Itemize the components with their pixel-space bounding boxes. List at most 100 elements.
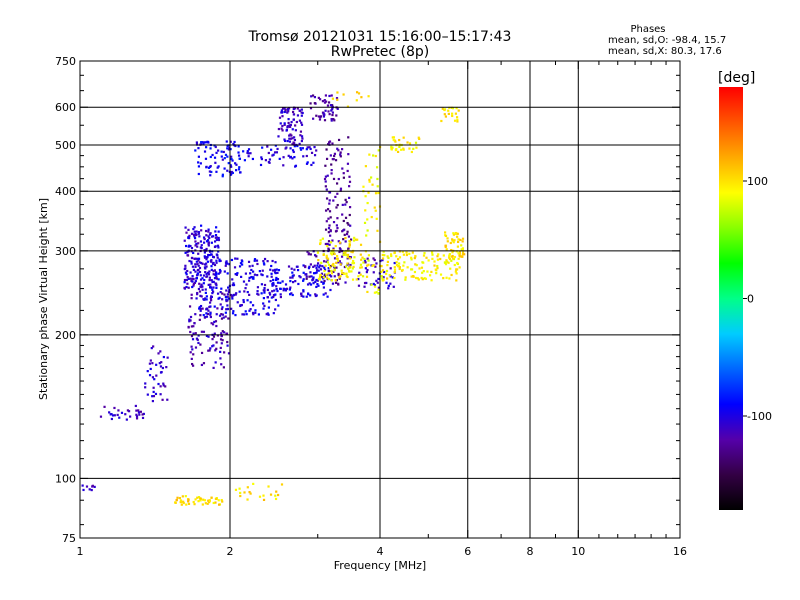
data-point bbox=[316, 262, 320, 265]
data-point bbox=[291, 128, 294, 131]
data-point bbox=[350, 250, 353, 253]
data-point bbox=[187, 236, 190, 239]
data-point bbox=[335, 97, 339, 100]
data-point bbox=[183, 239, 186, 242]
data-point bbox=[331, 111, 334, 114]
data-point bbox=[216, 307, 219, 310]
data-point bbox=[448, 277, 451, 280]
data-point bbox=[300, 123, 304, 126]
data-point bbox=[300, 108, 303, 111]
data-point bbox=[317, 115, 321, 118]
data-point bbox=[256, 292, 259, 295]
data-point bbox=[247, 148, 251, 151]
data-point bbox=[162, 355, 165, 359]
data-point bbox=[450, 112, 454, 115]
data-point bbox=[461, 240, 464, 243]
data-point bbox=[337, 259, 340, 262]
data-point bbox=[283, 107, 286, 110]
data-point bbox=[435, 269, 438, 272]
data-point bbox=[257, 313, 261, 316]
data-point bbox=[197, 172, 200, 176]
data-point bbox=[352, 239, 356, 242]
data-point bbox=[189, 330, 192, 334]
data-point bbox=[374, 285, 377, 288]
data-point bbox=[380, 275, 383, 278]
data-point bbox=[269, 268, 272, 271]
data-point bbox=[398, 256, 402, 259]
data-point bbox=[260, 157, 264, 161]
data-point bbox=[199, 240, 203, 243]
data-point bbox=[314, 271, 317, 275]
data-point bbox=[191, 277, 194, 280]
data-point bbox=[277, 135, 280, 138]
data-point bbox=[313, 154, 317, 157]
data-point bbox=[266, 260, 269, 263]
data-point bbox=[319, 273, 322, 277]
data-point bbox=[415, 146, 418, 149]
data-point bbox=[190, 345, 193, 348]
data-point bbox=[194, 244, 197, 247]
data-point bbox=[190, 293, 193, 296]
data-point bbox=[274, 293, 277, 296]
data-point bbox=[299, 130, 303, 133]
data-point bbox=[366, 218, 369, 221]
data-point bbox=[85, 485, 89, 488]
data-point bbox=[138, 413, 141, 416]
data-point bbox=[342, 229, 345, 232]
data-point bbox=[243, 491, 246, 494]
data-point bbox=[334, 279, 337, 282]
data-point bbox=[226, 262, 229, 265]
data-point bbox=[227, 317, 230, 320]
data-point bbox=[333, 265, 336, 268]
data-point bbox=[234, 488, 238, 491]
data-point bbox=[301, 111, 304, 115]
data-point bbox=[444, 263, 448, 266]
data-point bbox=[207, 241, 210, 244]
data-point bbox=[443, 113, 446, 116]
data-point bbox=[360, 266, 363, 269]
data-point bbox=[187, 326, 190, 329]
data-point bbox=[230, 165, 233, 168]
data-point bbox=[211, 153, 214, 157]
data-point bbox=[255, 259, 259, 262]
data-point bbox=[228, 288, 231, 292]
data-point bbox=[193, 230, 196, 233]
data-point bbox=[194, 313, 197, 316]
data-point bbox=[188, 318, 191, 321]
data-point bbox=[337, 177, 340, 181]
y-tick-label: 75 bbox=[62, 532, 76, 545]
data-point bbox=[192, 353, 195, 356]
data-point bbox=[292, 280, 295, 284]
data-point bbox=[364, 195, 367, 198]
data-point bbox=[329, 264, 333, 268]
data-point bbox=[395, 263, 399, 267]
data-point bbox=[189, 315, 193, 319]
data-point bbox=[338, 260, 341, 263]
data-point bbox=[272, 312, 275, 315]
data-point bbox=[208, 270, 211, 273]
data-point bbox=[294, 124, 297, 127]
data-point bbox=[307, 253, 310, 256]
data-point bbox=[289, 286, 292, 289]
data-point bbox=[376, 185, 379, 188]
data-point bbox=[215, 341, 218, 344]
data-point bbox=[203, 256, 207, 259]
data-point bbox=[212, 344, 215, 347]
data-point bbox=[214, 349, 217, 352]
data-point bbox=[339, 263, 342, 266]
data-point bbox=[290, 267, 293, 270]
data-point bbox=[215, 313, 218, 316]
data-point bbox=[295, 120, 298, 124]
data-point bbox=[342, 176, 345, 179]
data-point bbox=[325, 188, 328, 191]
data-point bbox=[323, 99, 326, 102]
data-point bbox=[374, 192, 378, 195]
data-point bbox=[210, 253, 213, 256]
data-point bbox=[270, 264, 273, 268]
data-point bbox=[325, 148, 328, 151]
data-point bbox=[223, 270, 226, 273]
data-point bbox=[252, 277, 255, 280]
data-point bbox=[226, 340, 229, 344]
data-point bbox=[312, 265, 315, 268]
data-point bbox=[215, 226, 218, 229]
